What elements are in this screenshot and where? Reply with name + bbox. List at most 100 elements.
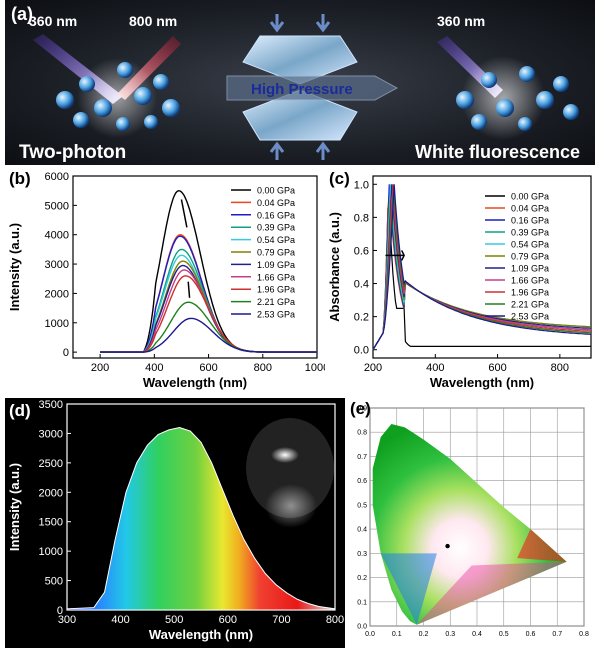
legend-entry: 0.79 GPa — [511, 252, 549, 262]
x-tick-label: 400 — [111, 614, 129, 626]
legend-entry: 0.16 GPa — [257, 210, 295, 220]
x-axis-label: Wavelength (nm) — [143, 375, 247, 390]
x-tick-label: 200 — [91, 362, 109, 374]
y-tick-label: 0.5 — [357, 502, 367, 509]
legend-entry: 1.09 GPa — [511, 264, 549, 274]
y-tick-label: 2000 — [45, 288, 69, 300]
x-tick-label: 400 — [426, 362, 444, 374]
left-molecule-cluster — [33, 34, 181, 138]
y-tick-label: 6000 — [45, 171, 69, 183]
x-tick-label: 600 — [199, 362, 217, 374]
legend-entry: 2.21 GPa — [257, 297, 295, 307]
y-tick-label: 1.0 — [354, 179, 369, 191]
y-tick-label: 0.1 — [357, 599, 367, 606]
right-uv-wavelength: 360 nm — [437, 13, 485, 29]
x-tick-label: 600 — [219, 614, 237, 626]
plot-frame — [372, 175, 592, 359]
y-tick-label: 0.6 — [357, 478, 367, 485]
panel-c-chart: (c) 200 400 600 800 0.0 0.2 0.4 0.6 0.8 1.0 Wavelen… — [325, 168, 595, 396]
legend-entry: 2.53 GPa — [511, 312, 549, 322]
y-tick-label: 1500 — [39, 517, 63, 529]
x-tick-label: 0.8 — [579, 631, 589, 638]
y-tick-label: 0.8 — [357, 430, 367, 437]
cie-red-region — [517, 529, 567, 562]
panel-e-svg: 0.0 0.1 0.2 0.3 0.4 0.5 0.6 0.7 0.8 0.0 0.1 0.2 0.3 0… — [350, 399, 589, 638]
series-line-c-0 — [372, 201, 591, 351]
panel-c-svg: (c) 200 400 600 800 0.0 0.2 0.4 0.6 0.8 1.0 Wavelen… — [327, 169, 592, 390]
legend-entry: 0.39 GPa — [511, 228, 549, 238]
y-tick-label: 3000 — [45, 259, 69, 271]
x-tick-label: 0.2 — [419, 631, 429, 638]
legend-entry: 0.54 GPa — [511, 240, 549, 250]
sample-photo — [246, 418, 334, 518]
arrow-right-icon — [385, 250, 405, 261]
x-tick-label: 0.7 — [552, 631, 562, 638]
legend-entry: 0.54 GPa — [257, 235, 295, 245]
y-tick-label: 0.0 — [354, 345, 369, 357]
legend-entry: 0.00 GPa — [511, 192, 549, 202]
y-tick-label: 0.2 — [357, 575, 367, 582]
white-fluorescence-caption: White fluorescence — [415, 142, 580, 162]
panel-d-svg: (d) 300 400 500 600 700 800 0 500 1000 1500 2000 250… — [7, 399, 344, 642]
x-axis-label: Wavelength (nm) — [430, 375, 534, 390]
panel-b-chart: (b) 200 400 600 800 1000 0 1000 2000 3000 4000 5000… — [5, 168, 329, 396]
legend-entry: 1.66 GPa — [511, 276, 549, 286]
y-axis-label: Absorbance (a.u.) — [327, 212, 342, 322]
spectrum-area — [66, 426, 336, 611]
x-tick-label: 700 — [272, 614, 290, 626]
legend-entry: 1.96 GPa — [257, 285, 295, 295]
absorbance-series-group — [372, 184, 592, 351]
x-tick-label: 1000 — [305, 362, 325, 374]
arrow-down-icon — [180, 199, 188, 228]
x-tick-label: 500 — [165, 614, 183, 626]
x-tick-label: 800 — [551, 362, 569, 374]
legend-entry: 0.04 GPa — [257, 198, 295, 208]
y-tick-label: 0.4 — [354, 279, 369, 291]
diamond-anvil-icon — [226, 14, 399, 160]
y-axis-label: Intensity (a.u.) — [7, 463, 22, 551]
x-tick-label: 300 — [58, 614, 76, 626]
emission-series-group — [100, 189, 317, 353]
x-tick-label: 0.1 — [392, 631, 402, 638]
panel-e-label: (e) — [350, 399, 371, 418]
y-tick-label: 2500 — [39, 458, 63, 470]
cie-point-0 — [445, 543, 450, 549]
panel-e-chart: 0.0 0.1 0.2 0.3 0.4 0.5 0.6 0.7 0.8 0.0 0.1 0.2 0.3 0… — [348, 398, 595, 648]
x-tick-label: 800 — [326, 614, 344, 626]
right-molecule-cluster — [437, 36, 579, 140]
ir-wavelength: 800 nm — [129, 13, 177, 29]
y-tick-label: 500 — [45, 576, 63, 588]
y-tick-label: 4000 — [45, 230, 69, 242]
plot-frame — [72, 175, 318, 359]
y-axis-label: Intensity (a.u.) — [7, 223, 22, 311]
y-tick-label: 0.7 — [357, 454, 367, 461]
x-tick-label: 200 — [364, 362, 382, 374]
y-tick-label: 0.4 — [357, 527, 367, 534]
x-tick-label: 600 — [488, 362, 506, 374]
y-tick-label: 5000 — [45, 200, 69, 212]
y-tick-label: 1000 — [45, 318, 69, 330]
y-tick-label: 0.6 — [354, 245, 369, 257]
y-tick-label: 2000 — [39, 487, 63, 499]
glow-spot-icon — [265, 484, 317, 528]
y-tick-label: 0.9 — [357, 406, 367, 413]
panel-a-illustration: (a) 360 nm 800 nm Two-photon High Pressu… — [5, 0, 595, 165]
high-pressure-text: High Pressure — [251, 81, 353, 98]
legend-entry: 0.39 GPa — [257, 223, 295, 233]
legend-entry: 1.66 GPa — [257, 272, 295, 282]
series-line-c-10 — [372, 184, 591, 351]
legend-entry: 2.21 GPa — [511, 300, 549, 310]
panel-a-svg: (a) 360 nm 800 nm Two-photon High Pressu… — [11, 4, 580, 163]
y-tick-label: 0 — [57, 605, 63, 617]
x-tick-label: 0.0 — [365, 631, 375, 638]
x-tick-label: 0.3 — [445, 631, 455, 638]
legend-entry: 1.96 GPa — [511, 288, 549, 298]
legend-entry: 0.04 GPa — [511, 204, 549, 214]
pressure-arrow-icon — [226, 75, 399, 101]
cie-blue-region — [380, 553, 437, 625]
x-tick-label: 0.4 — [472, 631, 482, 638]
legend-entry: 0.16 GPa — [511, 216, 549, 226]
y-tick-label: 3000 — [39, 428, 63, 440]
panel-d-chart: (d) 300 400 500 600 700 800 0 500 1000 1500 2000 250… — [5, 398, 345, 648]
panel-b-label: (b) — [9, 169, 31, 188]
